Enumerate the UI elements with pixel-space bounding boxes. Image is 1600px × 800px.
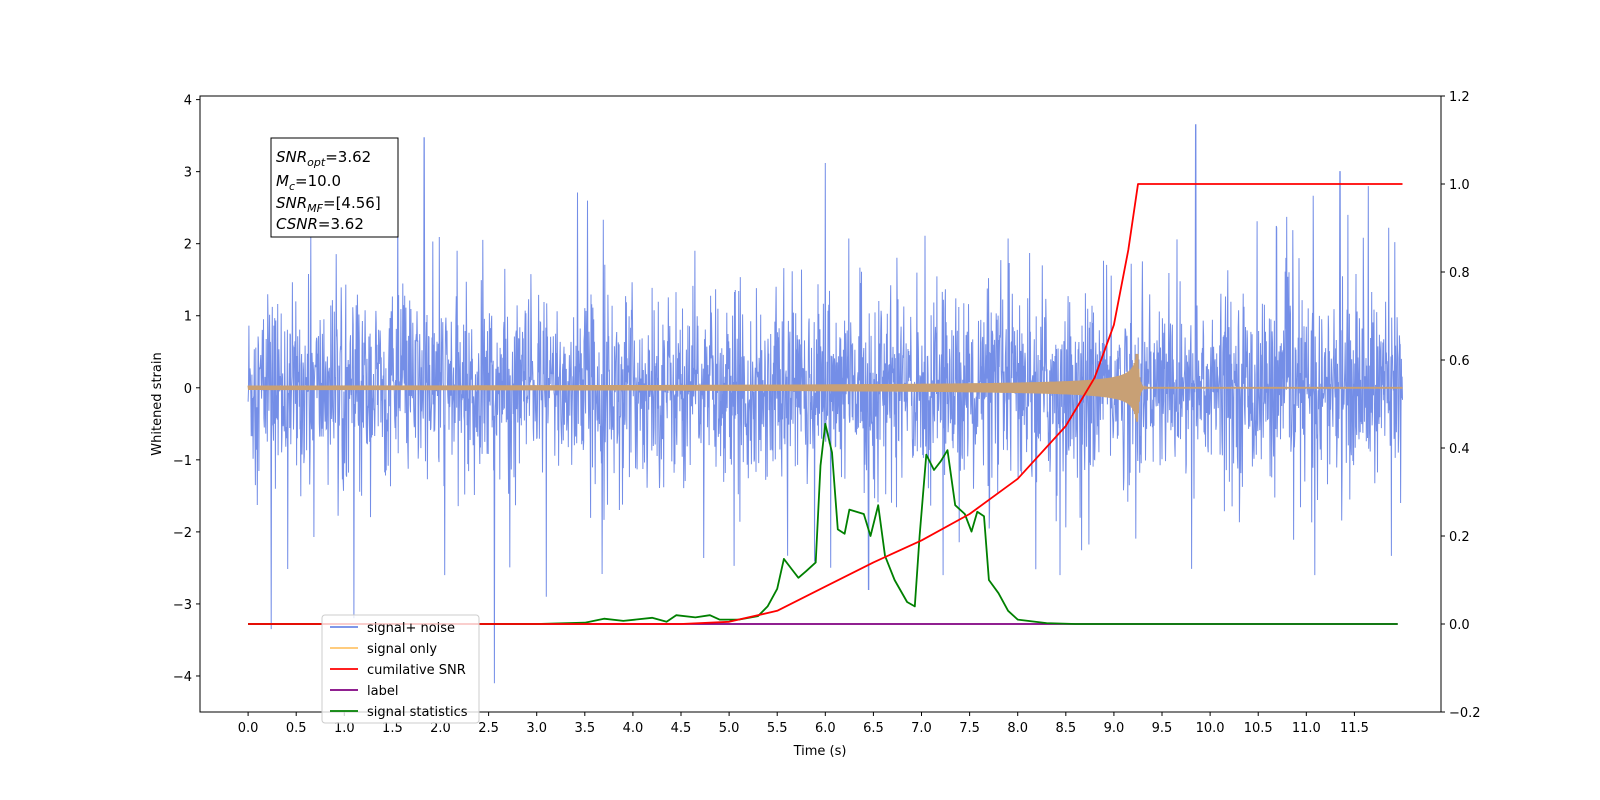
series-signal-noise xyxy=(247,124,1403,684)
annotation-csnr: CSNR=3.62 xyxy=(276,215,364,233)
series-signal-statistics xyxy=(248,422,1398,625)
legend-label: signal statistics xyxy=(367,705,468,720)
y-right-tick-label: 1.2 xyxy=(1449,90,1470,105)
x-tick-label: 8.5 xyxy=(1055,721,1076,736)
x-axis-label: Time (s) xyxy=(793,744,847,759)
legend-items: signal+ noise signal only cumilative SNR la… xyxy=(330,621,468,720)
x-tick-label: 7.0 xyxy=(911,721,932,736)
y-right-tick-label: 0.2 xyxy=(1449,530,1470,545)
x-tick-label: 5.0 xyxy=(719,721,740,736)
legend-label: cumilative SNR xyxy=(367,663,466,678)
x-tick-label: 0.5 xyxy=(286,721,307,736)
y-right-tick-label: 0.0 xyxy=(1449,618,1470,633)
x-tick-label: 11.0 xyxy=(1292,721,1321,736)
annotation-snr-mf: SNRMF=[4.56] xyxy=(276,194,381,215)
y-left-tick-label: 0 xyxy=(184,382,192,397)
y-right-tick-label: −0.2 xyxy=(1449,706,1481,721)
annotation-mc: Mc=10.0 xyxy=(276,172,341,193)
legend: signal+ noise signal only cumilative SNR la… xyxy=(321,614,480,724)
plot-frame xyxy=(199,95,1442,713)
y-axis-right: 1.2 1.0 0.8 0.6 0.4 0.2 0.0 −0.2 xyxy=(1441,90,1481,721)
y-left-tick-label: 1 xyxy=(184,310,192,325)
x-tick-label: 6.5 xyxy=(863,721,884,736)
y-right-tick-label: 1.0 xyxy=(1449,178,1470,193)
x-tick-label: 6.0 xyxy=(815,721,836,736)
x-tick-label: 10.5 xyxy=(1244,721,1273,736)
x-tick-label: 7.5 xyxy=(959,721,980,736)
y-left-tick-label: −4 xyxy=(173,670,192,685)
x-tick-label: 9.5 xyxy=(1152,721,1173,736)
x-tick-label: 0.0 xyxy=(238,721,259,736)
y-axis-left: 4 3 2 1 0 −1 −2 −3 −4 xyxy=(173,94,200,685)
y-right-tick-label: 0.4 xyxy=(1449,442,1470,457)
plot-layer xyxy=(247,124,1403,684)
x-tick-label: 8.0 xyxy=(1007,721,1028,736)
legend-label: label xyxy=(367,684,398,699)
legend-label: signal+ noise xyxy=(367,621,455,636)
x-tick-label: 1.5 xyxy=(382,721,403,736)
x-axis: 0.0 0.5 1.0 1.5 2.0 2.5 3.0 3.5 4.0 4.5 5.0 5.5 6.0 6… xyxy=(238,712,1369,736)
x-tick-label: 3.5 xyxy=(574,721,595,736)
y-left-tick-label: −3 xyxy=(173,598,192,613)
y-left-tick-label: 4 xyxy=(184,94,192,109)
y-left-tick-label: −2 xyxy=(173,526,192,541)
y-right-tick-label: 0.6 xyxy=(1449,354,1470,369)
y-left-tick-label: 2 xyxy=(184,238,192,253)
x-tick-label: 3.0 xyxy=(526,721,547,736)
y-axis-label-left: Whitened strain xyxy=(150,352,165,455)
x-tick-label: 1.0 xyxy=(334,721,355,736)
x-tick-label: 11.5 xyxy=(1340,721,1369,736)
x-tick-label: 4.5 xyxy=(671,721,692,736)
legend-label: signal only xyxy=(367,642,437,657)
x-tick-label: 4.0 xyxy=(623,721,644,736)
x-tick-label: 10.0 xyxy=(1196,721,1225,736)
annotation-box: SNRopt=3.62 Mc=10.0 SNRMF=[4.56] CSNR=3.… xyxy=(270,137,399,238)
y-right-tick-label: 0.8 xyxy=(1449,266,1470,281)
y-left-tick-label: 3 xyxy=(184,166,192,181)
annotation-snr-opt: SNRopt=3.62 xyxy=(276,148,371,169)
x-tick-label: 2.0 xyxy=(430,721,451,736)
y-left-tick-label: −1 xyxy=(173,454,192,469)
series-signal-only xyxy=(247,353,1403,422)
x-tick-label: 2.5 xyxy=(478,721,499,736)
x-tick-label: 9.0 xyxy=(1104,721,1125,736)
series-cumilative-snr xyxy=(248,183,1403,625)
x-tick-label: 5.5 xyxy=(767,721,788,736)
